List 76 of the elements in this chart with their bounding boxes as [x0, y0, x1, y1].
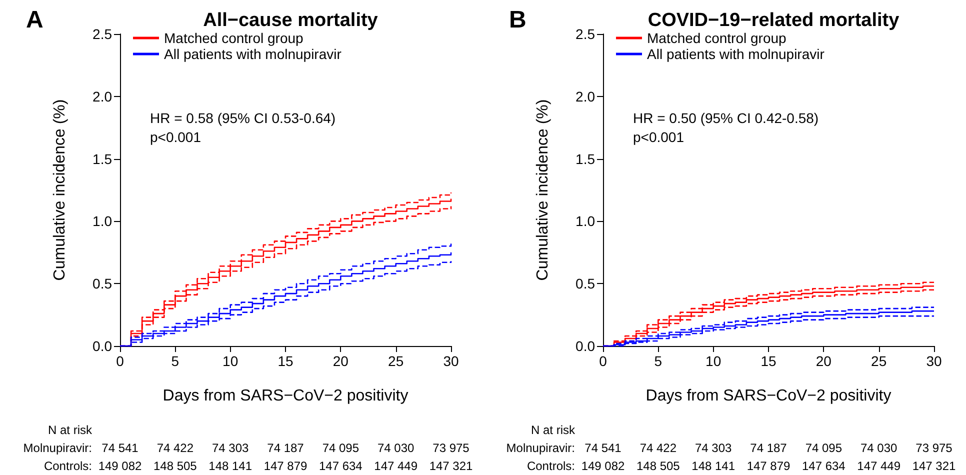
text: Molnupiravir:: [23, 441, 92, 455]
text: 147 634: [318, 459, 363, 473]
y-tick-label: 2.5: [576, 26, 596, 42]
text: Controls:: [44, 459, 92, 473]
x-tick-label: 30: [926, 353, 942, 369]
y-tick-label: 1.0: [576, 213, 596, 230]
x-tick-label: 0: [599, 353, 608, 369]
text: 148 505: [153, 459, 198, 473]
text: 74 095: [805, 441, 842, 455]
text: 147 879: [746, 459, 791, 473]
text: B: [509, 6, 526, 34]
x-tick-label: 15: [278, 353, 294, 369]
text: 147 634: [802, 459, 846, 473]
x-tick-label: 25: [388, 353, 404, 369]
text: 74 187: [267, 441, 304, 455]
y-tick-label: 0.0: [576, 338, 596, 354]
y-tick-label: 2.5: [92, 26, 112, 42]
text: 148 141: [692, 459, 736, 473]
text: Molnupiravir:: [506, 441, 575, 455]
x-axis-title: Days from SARS−CoV−2 positivity: [162, 388, 408, 404]
legend-label: All patients with molnupiravir: [164, 46, 342, 62]
y-tick-label: 2.0: [92, 88, 112, 104]
x-tick-label: 15: [760, 353, 776, 369]
chart-title: COVID−19−related mortality: [648, 10, 900, 31]
y-tick-label: 1.0: [92, 213, 112, 230]
text: 147 321: [912, 459, 956, 473]
x-tick-label: 10: [706, 353, 722, 369]
x-tick-label: 20: [816, 353, 832, 369]
text: 73 975: [432, 441, 470, 455]
text: 147 449: [374, 459, 418, 473]
y-tick-label: 2.0: [576, 88, 596, 104]
legend-label: Matched control group: [164, 30, 304, 46]
x-tick-label: 10: [222, 353, 238, 369]
text: 148 505: [636, 459, 680, 473]
y-tick-label: 1.5: [576, 150, 596, 167]
y-tick-label: 0.0: [92, 338, 112, 354]
text: 147 879: [264, 459, 308, 473]
text: Controls:: [526, 459, 575, 473]
text: 74 030: [860, 441, 898, 455]
x-tick-label: 20: [332, 353, 349, 369]
x-axis-title: Days from SARS−CoV−2 positivity: [646, 388, 892, 404]
text: 74 030: [377, 441, 415, 455]
x-tick-label: 5: [654, 353, 662, 369]
x-tick-label: 25: [871, 353, 887, 369]
text: 74 303: [212, 441, 250, 455]
text: 149 082: [581, 459, 626, 473]
annotation: HR = 0.58 (95% CI 0.53-0.64): [150, 110, 336, 126]
annotation: p<0.001: [633, 129, 684, 145]
text: 74 187: [750, 441, 788, 455]
legend-label: All patients with molnupiravir: [647, 46, 825, 62]
x-tick-label: 5: [171, 353, 180, 369]
text: A: [26, 6, 44, 34]
text: 74 541: [584, 441, 622, 455]
annotation: HR = 0.50 (95% CI 0.42-0.58): [633, 110, 819, 126]
text: 74 422: [640, 441, 677, 455]
text: 74 303: [694, 441, 732, 455]
chart-title: All−cause mortality: [203, 10, 378, 31]
text: 74 095: [322, 441, 360, 455]
text: 74 541: [102, 441, 139, 455]
y-tick-label: 1.5: [92, 150, 112, 167]
y-axis-title: Cumulative incidence (%): [52, 99, 68, 281]
text: N at risk: [48, 423, 93, 437]
text: 74 422: [156, 441, 194, 455]
text: 147 449: [857, 459, 901, 473]
x-tick-label: 0: [116, 353, 124, 369]
text: 147 321: [429, 459, 474, 473]
y-tick-label: 0.5: [576, 276, 596, 292]
annotation: p<0.001: [150, 129, 202, 145]
text: 148 141: [208, 459, 252, 473]
text: N at risk: [530, 423, 576, 437]
y-tick-label: 0.5: [92, 276, 112, 292]
x-tick-label: 30: [443, 353, 459, 369]
text: 149 082: [98, 459, 142, 473]
y-axis-title: Cumulative incidence (%): [534, 99, 552, 281]
legend-label: Matched control group: [647, 30, 787, 46]
text: 73 975: [916, 441, 953, 455]
